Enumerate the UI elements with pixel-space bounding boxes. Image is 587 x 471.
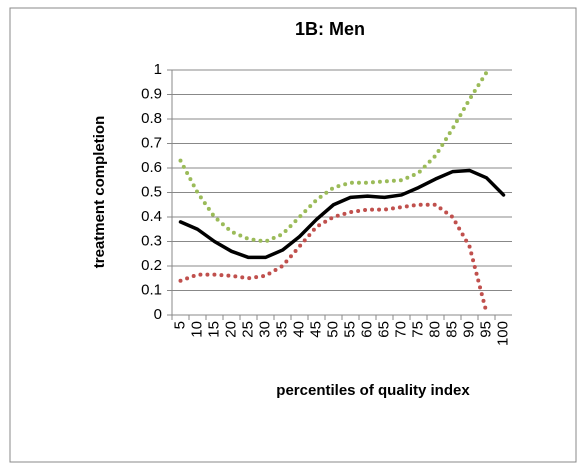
- y-tick-label: 0.3: [141, 232, 162, 249]
- y-tick-label: 0: [154, 306, 162, 323]
- y-tick-label: 0.9: [141, 85, 162, 102]
- x-tick-label: 20: [222, 321, 239, 338]
- x-tick-label: 95: [477, 321, 494, 338]
- x-tick-label: 60: [358, 321, 375, 338]
- x-tick-label: 25: [239, 321, 256, 338]
- x-tick-label: 5: [171, 321, 188, 329]
- x-tick-label: 50: [324, 321, 341, 338]
- chart-frame: [9, 7, 577, 463]
- x-tick-label: 90: [460, 321, 477, 338]
- x-tick-label: 35: [273, 321, 290, 338]
- x-tick-label: 55: [341, 321, 358, 338]
- y-tick-label: 0.6: [141, 159, 162, 176]
- y-tick-label: 0.5: [141, 183, 162, 200]
- x-tick-label: 85: [443, 321, 460, 338]
- x-tick-label: 100: [494, 321, 511, 346]
- chart-title: 1B: Men: [295, 19, 365, 39]
- series-line: [178, 168, 506, 260]
- series-line: [178, 202, 489, 315]
- x-tick-label: 75: [409, 321, 426, 338]
- x-tick-label: 70: [392, 321, 409, 338]
- x-tick-label: 30: [256, 321, 273, 338]
- y-tick-label: 0.8: [141, 110, 162, 127]
- x-tick-label: 45: [307, 321, 324, 338]
- y-tick-label: 1: [154, 61, 162, 78]
- y-axis-title: treatment completion: [91, 116, 108, 269]
- series-line: [178, 70, 489, 244]
- y-tick-label: 0.1: [141, 281, 162, 298]
- x-tick-label: 10: [188, 321, 205, 338]
- x-tick-label: 65: [375, 321, 392, 338]
- y-tick-label: 0.2: [141, 257, 162, 274]
- y-tick-label: 0.7: [141, 134, 162, 151]
- x-tick-label: 15: [205, 321, 222, 338]
- x-axis-title: percentiles of quality index: [276, 382, 470, 399]
- y-tick-label: 0.4: [141, 208, 162, 225]
- x-tick-label: 40: [290, 321, 307, 338]
- x-tick-label: 80: [426, 321, 443, 338]
